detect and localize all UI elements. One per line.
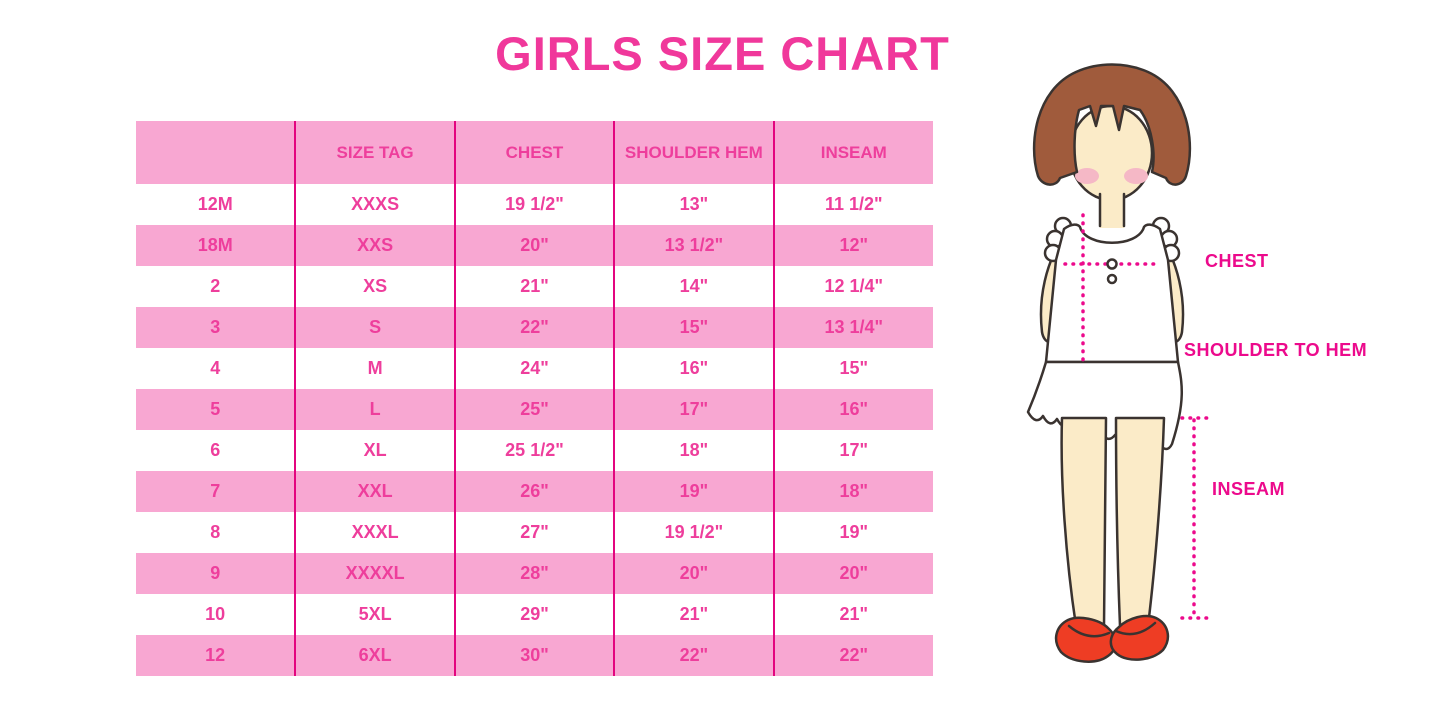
measurement-cell: 15" <box>613 307 774 348</box>
chest-label: CHEST <box>1205 251 1269 271</box>
measurement-cell: 12 1/4" <box>772 266 933 307</box>
header-cell-shoulder-hem: SHOULDER HEM <box>613 121 774 184</box>
measurement-cell: 17" <box>613 389 774 430</box>
size-cell: 2 <box>136 266 296 307</box>
table-row: 3 S 22" 15" 13 1/4" <box>136 307 933 348</box>
page-title: GIRLS SIZE CHART <box>495 27 950 80</box>
measurement-cell: XXS <box>294 225 455 266</box>
size-cell: 18M <box>136 225 296 266</box>
measurement-cell: 19 1/2" <box>613 512 774 553</box>
measurement-cell: 18" <box>772 471 933 512</box>
measurement-cell: 16" <box>613 348 774 389</box>
measurement-cell: M <box>294 348 455 389</box>
measurement-cell: 25 1/2" <box>453 430 615 471</box>
table-row: 6 XL 25 1/2" 18" 17" <box>136 430 933 471</box>
inseam-label: INSEAM <box>1212 479 1286 499</box>
red-shoes <box>1054 614 1170 663</box>
measurement-cell: 6XL <box>294 635 455 676</box>
size-cell: 10 <box>136 594 296 635</box>
measurement-cell: 30" <box>453 635 615 676</box>
girls-size-chart-table: SIZE TAG CHEST SHOULDER HEM INSEAM 12M XX… <box>136 121 933 676</box>
size-cell: 8 <box>136 512 296 553</box>
table-row: 12 6XL 30" 22" 22" <box>136 635 933 676</box>
size-cell: 3 <box>136 307 296 348</box>
left-leg <box>1060 416 1108 628</box>
measurement-cell: 11 1/2" <box>772 184 933 225</box>
measurement-cell: 19 1/2" <box>453 184 615 225</box>
measurement-cell: 16" <box>772 389 933 430</box>
table-row: 18M XXS 20" 13 1/2" 12" <box>136 225 933 266</box>
table-row: 2 XS 21" 14" 12 1/4" <box>136 266 933 307</box>
neck <box>1100 186 1124 228</box>
measurement-cell: 28" <box>453 553 615 594</box>
measurement-cell: XXXL <box>294 512 455 553</box>
measurement-cell: 22" <box>772 635 933 676</box>
table-row: 5 L 25" 17" 16" <box>136 389 933 430</box>
size-cell: 12M <box>136 184 296 225</box>
blush-left-cheek <box>1075 168 1099 184</box>
header-cell-size-tag: SIZE TAG <box>294 121 455 184</box>
measurement-cell: 13 1/2" <box>613 225 774 266</box>
measurement-cell: 19" <box>772 512 933 553</box>
measurement-cell: 25" <box>453 389 615 430</box>
size-cell: 6 <box>136 430 296 471</box>
measurement-cell: 12" <box>772 225 933 266</box>
measurement-cell: XS <box>294 266 455 307</box>
right-leg <box>1114 416 1166 628</box>
header-cell-inseam: INSEAM <box>772 121 933 184</box>
measurement-cell: L <box>294 389 455 430</box>
measurement-cell: 29" <box>453 594 615 635</box>
inseam-measure-line <box>1180 416 1210 620</box>
measurement-cell: 21" <box>772 594 933 635</box>
measurement-cell: 21" <box>613 594 774 635</box>
measurement-cell: 27" <box>453 512 615 553</box>
bottom-button <box>1106 273 1118 285</box>
neck-outline <box>1098 192 1126 228</box>
table-row: 9 XXXXL 28" 20" 20" <box>136 553 933 594</box>
measurement-cell: XXXS <box>294 184 455 225</box>
measurement-cell: XL <box>294 430 455 471</box>
table-header-row: SIZE TAG CHEST SHOULDER HEM INSEAM <box>136 121 933 184</box>
girl-measurement-diagram: CHEST SHOULDER TO HEM INSEAM <box>1000 60 1445 723</box>
table-row: 7 XXL 26" 19" 18" <box>136 471 933 512</box>
measurement-cell: 20" <box>613 553 774 594</box>
measurement-cell: 5XL <box>294 594 455 635</box>
table-row: 4 M 24" 16" 15" <box>136 348 933 389</box>
hair <box>1032 63 1192 186</box>
measurement-cell: 19" <box>613 471 774 512</box>
size-table-body: 12M XXXS 19 1/2" 13" 11 1/2" 18M XXS 20" 13 1/2"… <box>136 184 933 676</box>
measurement-cell: XXXXL <box>294 553 455 594</box>
shoulder-to-hem-label: SHOULDER TO HEM <box>1184 340 1368 360</box>
measurement-cell: 22" <box>613 635 774 676</box>
face <box>1068 104 1154 202</box>
measurement-cell: 14" <box>613 266 774 307</box>
top-button <box>1106 258 1118 270</box>
girl-illustration <box>1026 63 1210 663</box>
header-cell-size <box>136 121 296 184</box>
blush-right-cheek <box>1124 168 1148 184</box>
measurement-cell: 17" <box>772 430 933 471</box>
measurement-cell: 15" <box>772 348 933 389</box>
size-cell: 9 <box>136 553 296 594</box>
measurement-cell: 13" <box>613 184 774 225</box>
top-bodice <box>1044 223 1180 364</box>
size-cell: 7 <box>136 471 296 512</box>
table-row: 10 5XL 29" 21" 21" <box>136 594 933 635</box>
measurement-cell: 26" <box>453 471 615 512</box>
size-cell: 4 <box>136 348 296 389</box>
size-cell: 12 <box>136 635 296 676</box>
header-cell-chest: CHEST <box>453 121 615 184</box>
table-row: 12M XXXS 19 1/2" 13" 11 1/2" <box>136 184 933 225</box>
measurement-cell: 13 1/4" <box>772 307 933 348</box>
measurement-cell: XXL <box>294 471 455 512</box>
measurement-cell: 24" <box>453 348 615 389</box>
measurement-cell: 21" <box>453 266 615 307</box>
table-row: 8 XXXL 27" 19 1/2" 19" <box>136 512 933 553</box>
measurement-cell: 20" <box>772 553 933 594</box>
measurement-cell: S <box>294 307 455 348</box>
measurement-cell: 20" <box>453 225 615 266</box>
measurement-cell: 22" <box>453 307 615 348</box>
size-cell: 5 <box>136 389 296 430</box>
measurement-cell: 18" <box>613 430 774 471</box>
